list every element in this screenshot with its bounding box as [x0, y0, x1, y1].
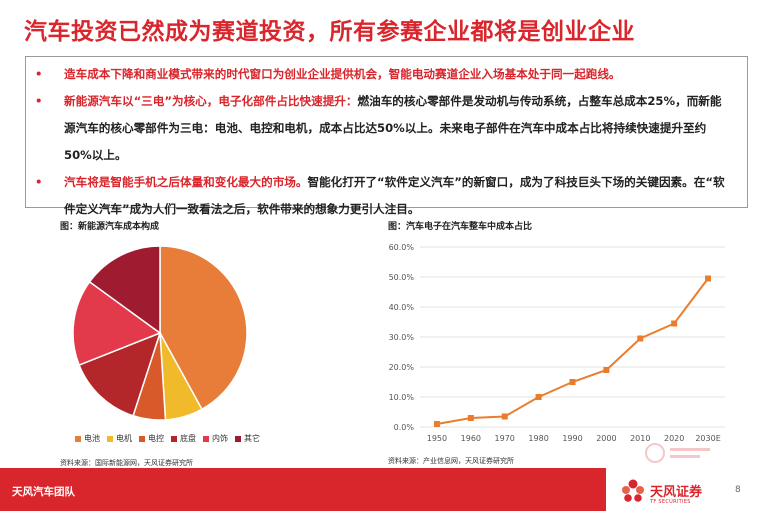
legend-item: 电机 [107, 433, 132, 444]
data-point [569, 379, 576, 385]
pie-slice-内饰 [72, 280, 162, 367]
x-tick-label: 1960 [461, 434, 481, 443]
data-point [467, 415, 474, 421]
legend-item: 电控 [139, 433, 164, 444]
bullet-dot: • [35, 94, 43, 108]
bullet-box: • 造车成本下降和商业模式带来的时代窗口为创业企业提供机会，智能电动赛道企业入场… [25, 56, 748, 216]
pie-slice-其它 [88, 245, 161, 335]
bullet-2-text: 燃油车的核心零部件是发动机与传动系统，占整车总成本25%，而新能源汽车的核心零部… [64, 94, 722, 162]
brand-flower-icon [622, 479, 644, 502]
line-source: 资料来源：产业信息网，天风证券研究所 [388, 457, 514, 465]
y-tick-label: 20.0% [389, 363, 415, 372]
data-point [637, 335, 644, 342]
y-tick-label: 10.0% [389, 393, 415, 402]
legend-item: 底盘 [171, 433, 196, 444]
x-tick-label: 2030E [695, 434, 720, 443]
legend-label: 电机 [116, 434, 132, 443]
x-tick-label: 1970 [495, 434, 515, 443]
data-point [705, 275, 712, 282]
legend-label: 电控 [148, 434, 164, 443]
data-point [433, 421, 440, 427]
x-tick-label: 1990 [562, 434, 582, 443]
bullet-dot: • [35, 67, 43, 81]
slide-title: 汽车投资已然成为赛道投资，所有参赛企业都将是创业企业 [24, 19, 635, 45]
bullet-dot: • [35, 175, 43, 189]
legend-label: 其它 [244, 434, 260, 443]
pie-caption: 图：新能源汽车成本构成 [60, 222, 160, 232]
brand-name: 天风证券 [650, 485, 703, 500]
x-tick-label: 2020 [664, 434, 684, 443]
bullet-1-highlight: 造车成本下降和商业模式带来的时代窗口为创业企业提供机会，智能电动赛道企业入场基本… [64, 67, 621, 81]
pie-legend: 电池 电机 电控 底盘 内饰 其它 [75, 433, 260, 444]
legend-swatch [107, 435, 113, 442]
x-tick-label: 1950 [427, 434, 447, 443]
watermark-icon [645, 443, 710, 463]
y-tick-label: 40.0% [389, 303, 415, 312]
line-series [436, 277, 709, 425]
pie-source: 资料来源：国际新能源网，天风证券研究所 [60, 459, 193, 467]
footer-team: 天风汽车团队 [12, 486, 75, 498]
data-point [603, 367, 610, 373]
pie-slice-底盘 [78, 331, 162, 417]
x-tick-label: 2000 [596, 434, 616, 443]
legend-item: 其它 [235, 433, 260, 444]
x-tick-label: 1980 [528, 434, 548, 443]
bullet-3-highlight: 汽车将是智能手机之后体量和变化最大的市场。 [64, 175, 308, 189]
bullet-2-highlight: 新能源汽车以“三电”为核心，电子化部件占比快速提升： [64, 94, 358, 108]
legend-swatch [75, 435, 81, 442]
legend-swatch [171, 435, 177, 442]
legend-swatch [139, 435, 145, 442]
page-number: 8 [735, 485, 741, 495]
bullet-3: • 汽车将是智能手机之后体量和变化最大的市场。智能化打开了“软件定义汽车”的新窗… [35, 169, 733, 223]
y-tick-label: 0.0% [394, 423, 415, 432]
y-tick-label: 50.0% [389, 273, 415, 282]
bullet-3-text: 智能化打开了“软件定义汽车”的新窗口，成为了科技巨头下场的关键因素。在“软件定义… [64, 175, 725, 216]
line-chart: 0.0% 10.0% 20.0% 30.0% 40.0% 50.0% 60.0% 1950 19… [389, 243, 725, 443]
legend-label: 电池 [84, 434, 100, 443]
legend-swatch [203, 435, 209, 442]
pie-slice-电池 [159, 245, 248, 411]
legend-swatch [235, 435, 241, 442]
legend-label: 内饰 [212, 434, 228, 443]
legend-item: 内饰 [203, 433, 228, 444]
bullet-1: • 造车成本下降和商业模式带来的时代窗口为创业企业提供机会，智能电动赛道企业入场… [35, 61, 733, 88]
footer-band [0, 468, 606, 511]
y-tick-label: 30.0% [389, 333, 415, 342]
data-point [501, 413, 508, 420]
bullet-2: • 新能源汽车以“三电”为核心，电子化部件占比快速提升：燃油车的核心零部件是发动… [35, 88, 733, 169]
legend-item: 电池 [75, 433, 100, 444]
data-point [535, 394, 542, 400]
x-tick-label: 2010 [630, 434, 650, 443]
line-caption: 图：汽车电子在汽车整车中成本占比 [388, 222, 533, 232]
y-tick-label: 60.0% [389, 243, 415, 252]
data-point [671, 320, 678, 327]
legend-label: 底盘 [180, 434, 196, 443]
pie-chart [72, 245, 248, 421]
brand-subtitle: TF SECURITIES [650, 499, 691, 505]
